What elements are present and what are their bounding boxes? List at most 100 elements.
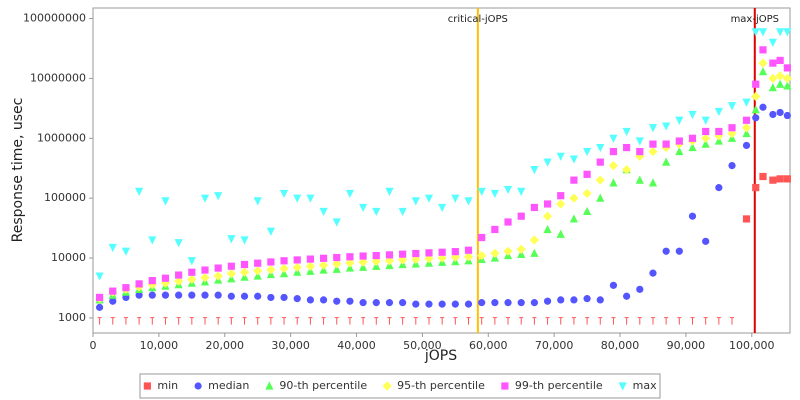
point bbox=[135, 187, 144, 196]
point bbox=[477, 187, 486, 196]
point bbox=[411, 197, 420, 206]
point bbox=[596, 158, 604, 166]
point bbox=[635, 137, 644, 146]
point bbox=[543, 224, 552, 234]
point bbox=[214, 291, 222, 299]
point bbox=[530, 299, 538, 307]
point bbox=[556, 152, 565, 161]
point bbox=[688, 134, 697, 142]
point bbox=[649, 269, 657, 277]
point bbox=[318, 260, 329, 270]
point bbox=[200, 273, 210, 283]
point bbox=[451, 300, 459, 308]
point bbox=[742, 98, 751, 107]
point bbox=[688, 212, 697, 220]
point bbox=[280, 293, 288, 302]
point bbox=[517, 299, 525, 307]
point bbox=[227, 262, 235, 270]
point bbox=[150, 317, 155, 325]
legend-marker bbox=[265, 381, 274, 390]
point bbox=[582, 206, 592, 216]
x-tick-label: 0 bbox=[90, 339, 97, 352]
point bbox=[776, 56, 784, 64]
point bbox=[424, 253, 434, 264]
point bbox=[440, 317, 445, 325]
point bbox=[622, 127, 631, 137]
point bbox=[398, 255, 408, 265]
x-tick-label: 20,000 bbox=[206, 339, 245, 352]
point bbox=[583, 170, 591, 178]
point bbox=[516, 244, 526, 254]
point bbox=[227, 235, 236, 244]
point bbox=[160, 278, 171, 288]
point bbox=[110, 317, 115, 325]
point bbox=[570, 176, 578, 184]
point bbox=[239, 267, 250, 277]
point bbox=[519, 317, 524, 325]
point bbox=[345, 263, 355, 272]
legend-label: min bbox=[157, 379, 178, 392]
point bbox=[714, 107, 723, 117]
point bbox=[585, 317, 590, 325]
point bbox=[545, 317, 550, 325]
point bbox=[268, 317, 273, 325]
point bbox=[346, 253, 354, 261]
point bbox=[776, 175, 784, 183]
point bbox=[556, 199, 566, 209]
point bbox=[332, 218, 341, 227]
point bbox=[214, 264, 222, 272]
point bbox=[664, 317, 669, 325]
point bbox=[359, 203, 368, 213]
point bbox=[624, 317, 629, 325]
point bbox=[543, 158, 552, 167]
point bbox=[701, 133, 711, 143]
point bbox=[479, 317, 484, 325]
x-tick-label: 50,000 bbox=[403, 339, 442, 352]
point bbox=[108, 243, 117, 253]
point bbox=[490, 189, 499, 199]
point bbox=[650, 317, 655, 325]
point bbox=[213, 271, 223, 281]
point bbox=[451, 248, 459, 256]
point bbox=[306, 194, 315, 203]
point bbox=[702, 127, 710, 136]
point bbox=[768, 83, 777, 92]
point bbox=[783, 111, 791, 120]
point bbox=[543, 297, 552, 305]
point bbox=[609, 134, 618, 143]
point bbox=[648, 146, 658, 157]
legend-label: max bbox=[633, 379, 657, 392]
point bbox=[775, 71, 785, 81]
point bbox=[571, 317, 576, 325]
point bbox=[542, 211, 553, 221]
point bbox=[334, 317, 339, 325]
point bbox=[161, 274, 170, 282]
point bbox=[319, 254, 328, 262]
point bbox=[727, 102, 737, 111]
legend-label: 99-th percentile bbox=[515, 379, 603, 392]
point bbox=[400, 317, 405, 325]
point bbox=[451, 194, 460, 203]
point bbox=[292, 262, 302, 272]
point bbox=[662, 140, 670, 148]
legend-label: 95-th percentile bbox=[397, 379, 485, 392]
point bbox=[715, 127, 723, 136]
point bbox=[783, 28, 792, 37]
point bbox=[596, 193, 605, 202]
point bbox=[438, 203, 447, 213]
point bbox=[163, 317, 168, 325]
point bbox=[742, 128, 751, 138]
point bbox=[569, 214, 579, 223]
point bbox=[636, 147, 644, 156]
point bbox=[319, 207, 328, 217]
point bbox=[227, 292, 235, 300]
point bbox=[758, 58, 768, 68]
point bbox=[346, 297, 354, 305]
point bbox=[623, 292, 631, 300]
point bbox=[752, 184, 760, 192]
point bbox=[229, 317, 234, 325]
point bbox=[752, 114, 760, 122]
point bbox=[648, 178, 658, 187]
y-axis-title: Response time, usec bbox=[10, 98, 26, 243]
